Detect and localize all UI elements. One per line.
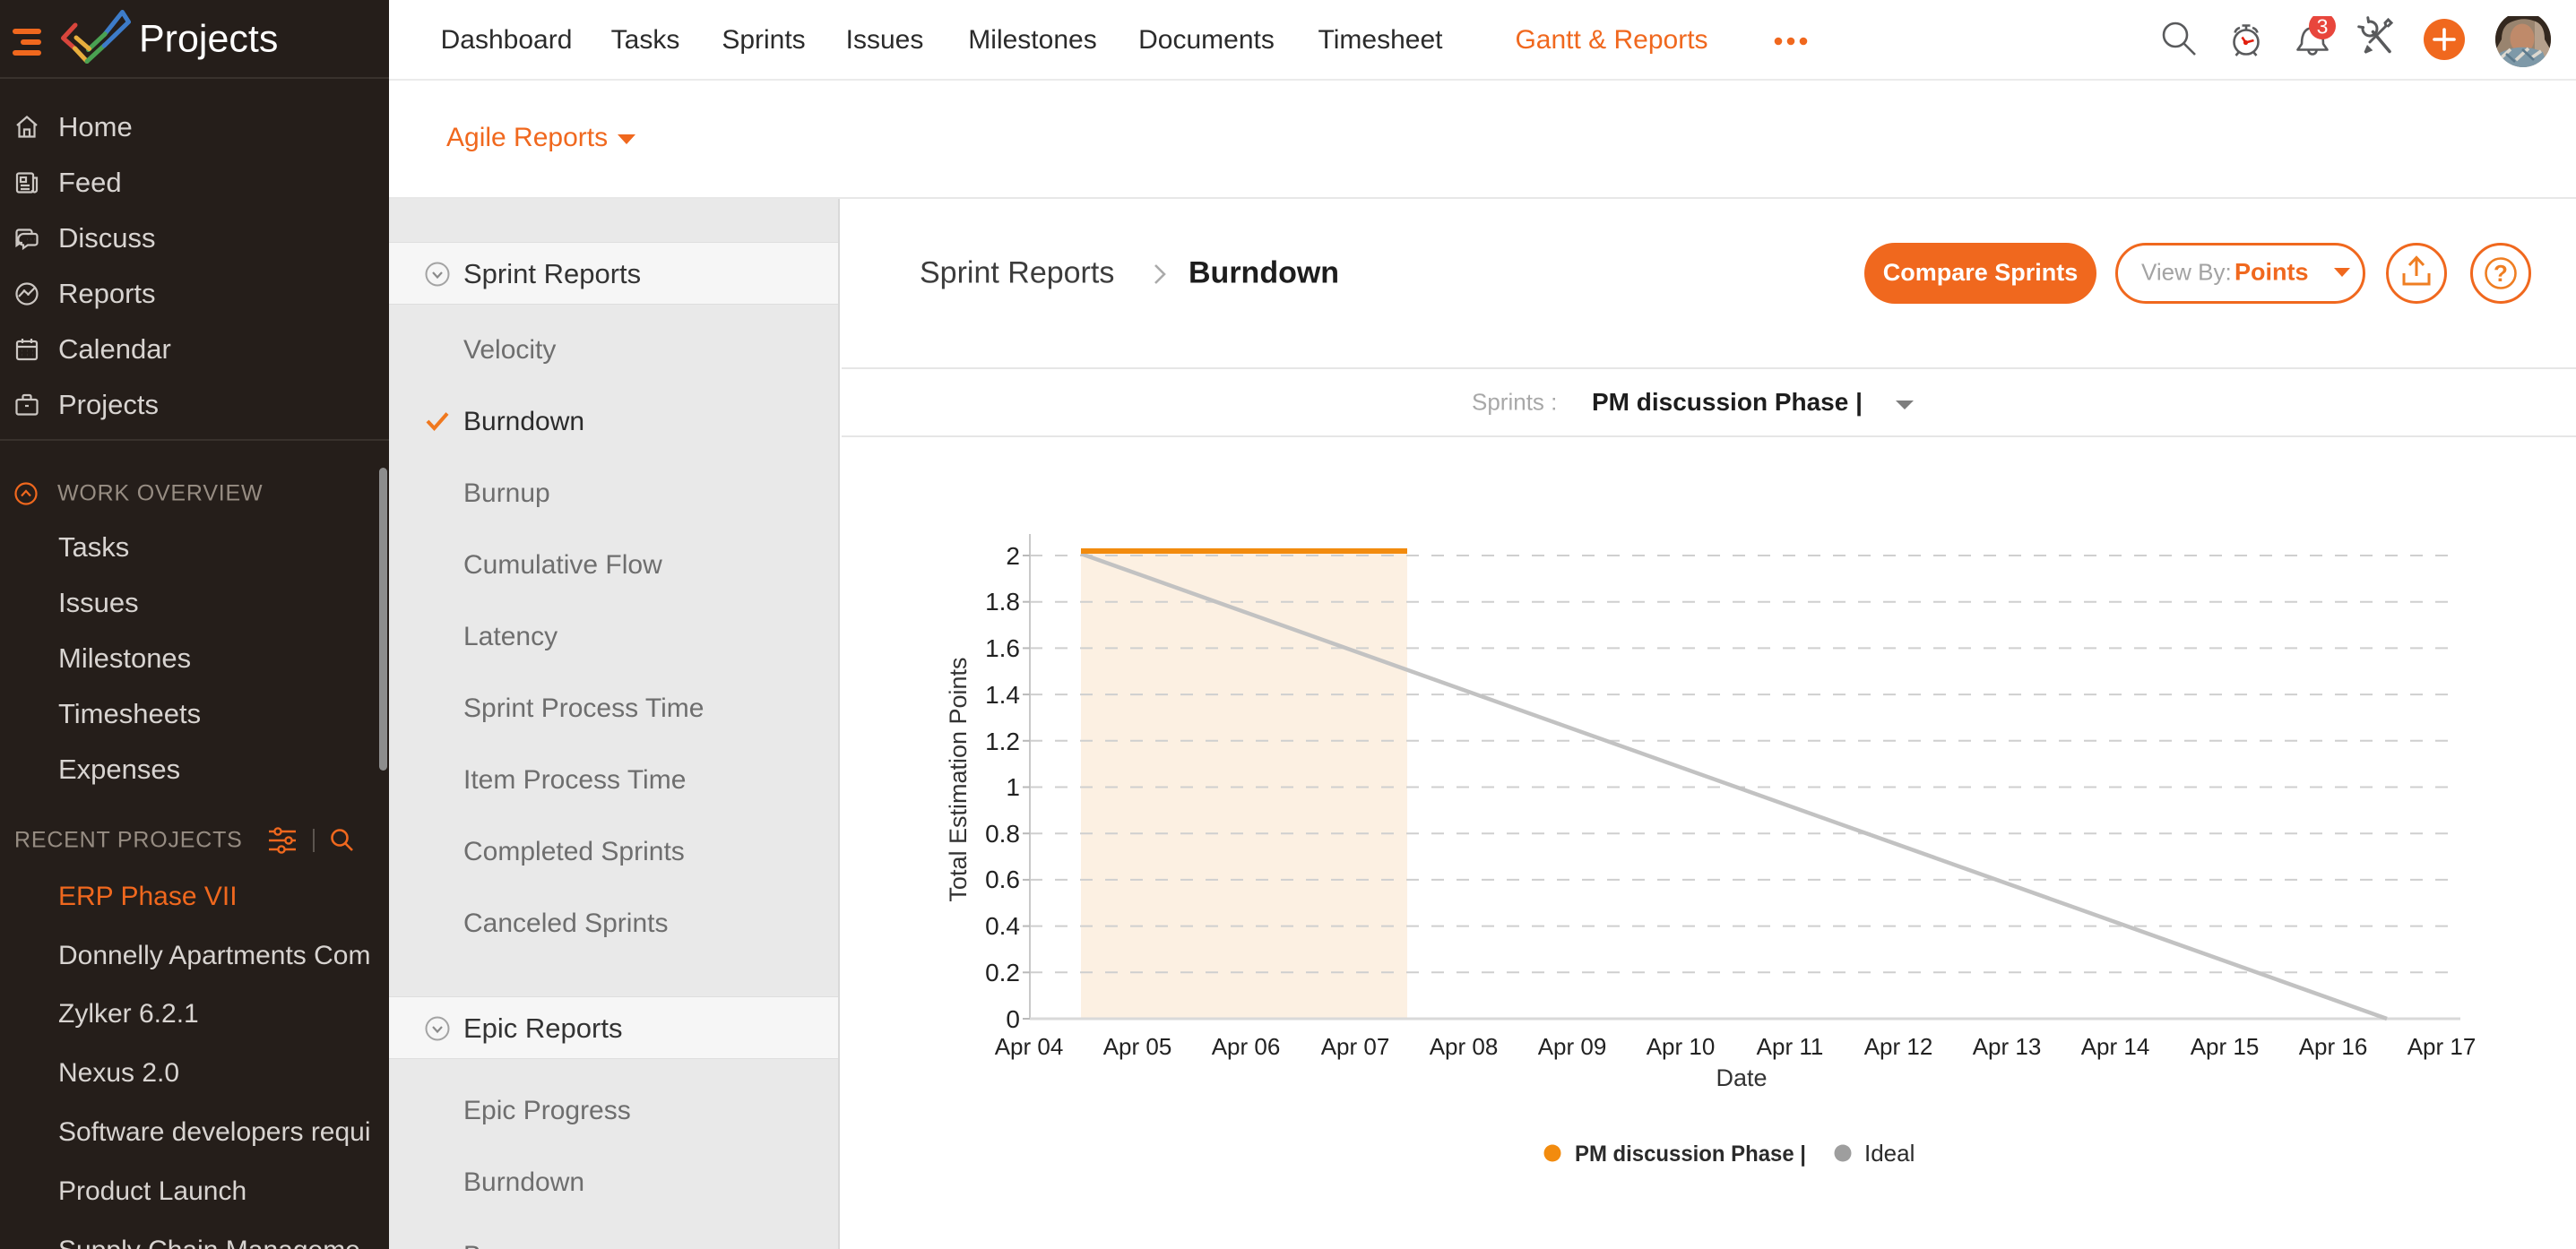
svg-text:Apr 17: Apr 17 [2407,1033,2477,1060]
svg-text:2: 2 [1006,542,1020,570]
svg-text:Apr 07: Apr 07 [1321,1033,1390,1060]
svg-text:Apr 12: Apr 12 [1864,1033,1933,1060]
svg-text:Ideal: Ideal [1864,1140,1915,1167]
svg-text:Apr 06: Apr 06 [1212,1033,1281,1060]
svg-text:0.6: 0.6 [985,866,1020,893]
svg-text:Apr 04: Apr 04 [995,1033,1064,1060]
svg-text:0.2: 0.2 [985,959,1020,986]
svg-text:Date: Date [1716,1064,1767,1091]
svg-text:Apr 13: Apr 13 [1973,1033,2042,1060]
svg-text:Apr 14: Apr 14 [2081,1033,2150,1060]
svg-text:Total Estimation Points: Total Estimation Points [945,657,972,901]
svg-text:Apr 10: Apr 10 [1647,1033,1716,1060]
svg-text:?: ? [2494,260,2508,287]
svg-text:1.8: 1.8 [985,588,1020,616]
svg-text:Apr 05: Apr 05 [1103,1033,1172,1060]
svg-text:0: 0 [1006,1005,1020,1033]
svg-text:0.8: 0.8 [985,820,1020,848]
svg-text:PM discussion Phase |: PM discussion Phase | [1575,1141,1806,1167]
svg-text:1.6: 1.6 [985,634,1020,662]
svg-text:3: 3 [2317,16,2329,39]
svg-text:Apr 15: Apr 15 [2191,1033,2260,1060]
svg-text:Apr 09: Apr 09 [1538,1033,1607,1060]
svg-text:Apr 16: Apr 16 [2299,1033,2368,1060]
svg-text:1.4: 1.4 [985,681,1020,709]
svg-text:1.2: 1.2 [985,728,1020,755]
svg-text:Apr 11: Apr 11 [1757,1033,1824,1060]
svg-text:Apr 08: Apr 08 [1430,1033,1499,1060]
svg-text:0.4: 0.4 [985,912,1020,940]
svg-text:1: 1 [1006,773,1020,801]
